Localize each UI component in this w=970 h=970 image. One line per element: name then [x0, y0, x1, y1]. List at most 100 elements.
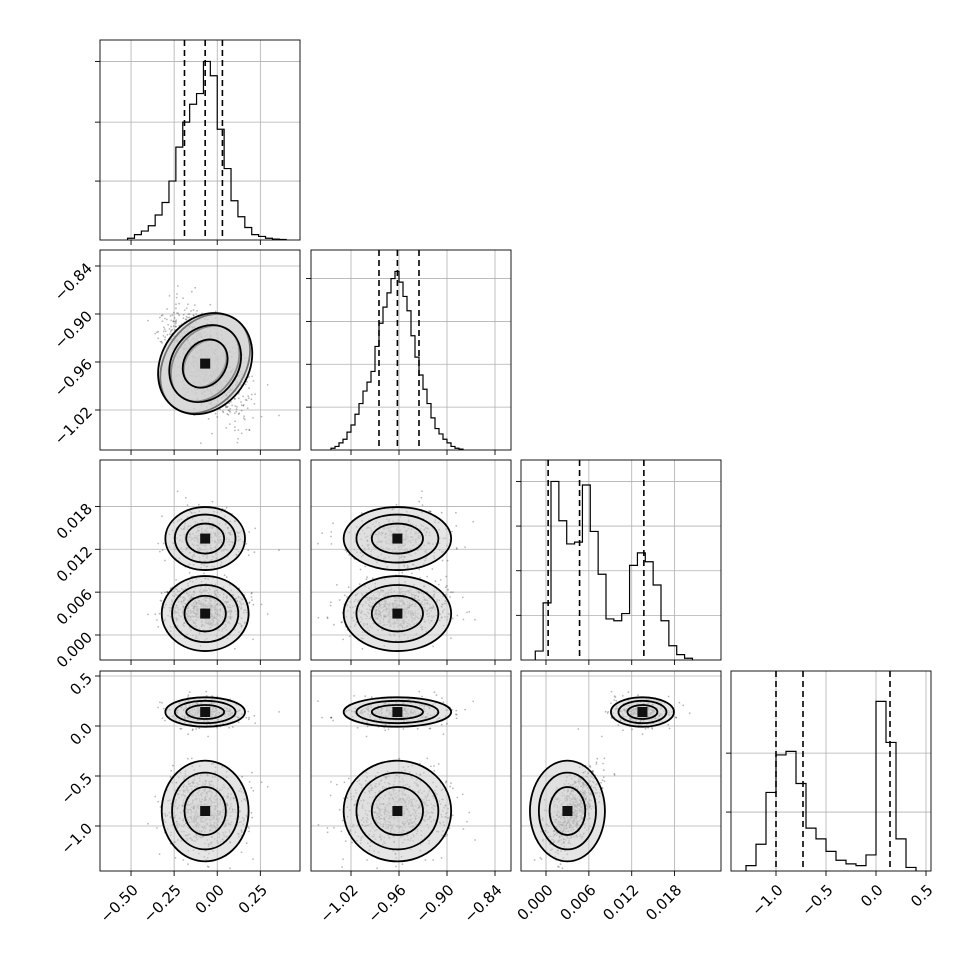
sample-point: [147, 822, 149, 825]
sample-point: [186, 303, 189, 306]
sample-point: [211, 500, 214, 503]
sample-point: [244, 399, 247, 401]
sample-point: [176, 293, 178, 295]
sample-point: [179, 727, 182, 730]
sample-point: [456, 614, 459, 617]
sample-point: [464, 708, 466, 711]
sample-point: [242, 395, 245, 398]
sample-point: [160, 340, 163, 343]
sample-point: [234, 426, 236, 428]
density-peak: [200, 533, 211, 544]
sample-point: [182, 297, 185, 300]
sample-point: [429, 727, 432, 730]
sample-point: [166, 591, 168, 594]
sample-point: [187, 696, 189, 699]
sample-point: [246, 407, 249, 410]
density-peak: [200, 806, 211, 816]
sample-point: [157, 800, 160, 803]
x-tick-label: 0.00: [192, 881, 228, 917]
contour-line: [185, 522, 226, 555]
sample-point: [240, 851, 243, 854]
sample-point: [203, 572, 205, 575]
sample-point: [242, 404, 245, 406]
sample-point: [158, 853, 161, 855]
sample-point: [240, 432, 243, 435]
sample-point: [464, 546, 466, 548]
sample-point: [247, 397, 250, 399]
sample-point: [342, 638, 344, 641]
sample-point: [444, 586, 447, 589]
contour-line: [342, 575, 453, 652]
sample-point: [251, 771, 253, 774]
sample-point: [191, 729, 194, 732]
sample-point: [170, 770, 173, 772]
sample-point: [197, 503, 200, 506]
sample-point: [326, 616, 329, 619]
sample-point: [278, 711, 280, 713]
sample-point: [317, 700, 319, 702]
sample-point: [170, 319, 173, 322]
sample-point: [247, 549, 250, 552]
sample-point: [187, 313, 190, 315]
sample-point: [160, 600, 163, 602]
sample-point: [250, 596, 253, 598]
sample-point: [254, 527, 257, 530]
sample-point: [166, 318, 168, 321]
sample-point: [164, 719, 166, 722]
sample-point: [435, 694, 438, 697]
sample-point: [161, 515, 163, 518]
sample-point: [472, 700, 475, 703]
sample-point: [164, 317, 166, 320]
sample-point: [236, 441, 239, 444]
sample-point: [366, 576, 368, 579]
sample-point: [428, 727, 431, 730]
sample-point: [418, 500, 421, 503]
sample-point: [185, 315, 188, 318]
contour-line: [355, 584, 440, 644]
sample-point: [175, 296, 178, 299]
sample-point: [451, 530, 453, 533]
sample-point: [341, 621, 343, 623]
panel-frame: [99, 459, 301, 661]
sample-point: [411, 572, 413, 575]
sample-point: [234, 429, 236, 432]
sample-point: [253, 403, 256, 405]
sample-point: [176, 285, 179, 287]
sample-point: [330, 716, 333, 719]
sample-point: [226, 406, 229, 409]
sample-point: [330, 601, 332, 604]
sample-point: [340, 621, 343, 624]
sample-point: [332, 522, 334, 525]
sample-point: [248, 827, 250, 829]
sample-point: [180, 727, 183, 730]
panel-1-0: −1.02−0.96−0.90−0.84: [51, 249, 301, 455]
sample-point: [237, 429, 240, 431]
y-tick-label: −1.0: [58, 819, 96, 857]
sample-point: [333, 623, 335, 626]
sample-point: [251, 393, 253, 396]
sample-point: [395, 503, 398, 506]
sample-point: [420, 496, 423, 499]
sample-point: [166, 591, 169, 593]
sample-point: [211, 432, 213, 435]
sample-point: [161, 320, 164, 323]
sample-point: [446, 722, 448, 725]
sample-point: [175, 579, 178, 581]
sample-point: [237, 413, 240, 416]
sample-point: [184, 496, 187, 499]
sample-point: [244, 383, 247, 386]
sample-point: [174, 325, 177, 328]
sample-point: [171, 314, 174, 317]
sample-point: [225, 427, 228, 429]
sample-point: [228, 726, 231, 729]
sample-point: [462, 618, 465, 621]
sample-point: [356, 726, 359, 729]
sample-point: [158, 612, 161, 615]
sample-point: [248, 428, 251, 431]
sample-point: [164, 336, 167, 339]
sample-point: [447, 588, 449, 591]
sample-point: [359, 568, 362, 571]
sample-point: [172, 311, 175, 314]
sample-point: [240, 404, 243, 407]
